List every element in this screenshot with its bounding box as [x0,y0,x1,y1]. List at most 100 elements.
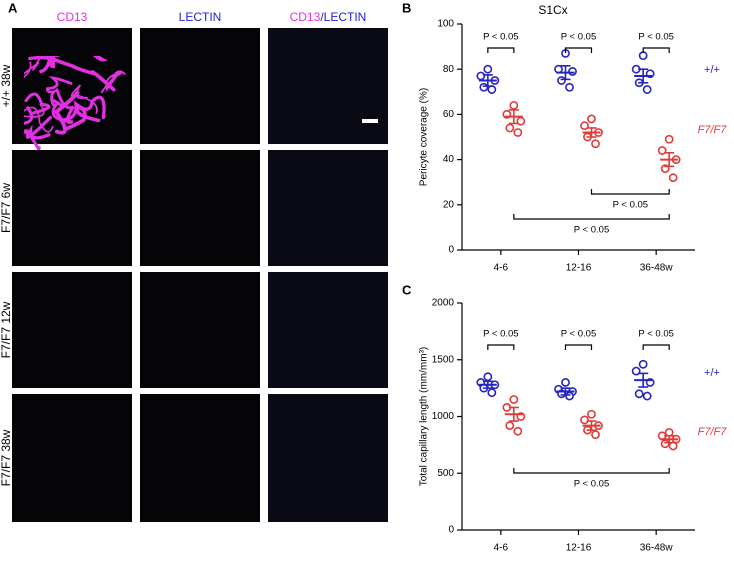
merge-part: /LECTIN [320,10,366,24]
pericyte [100,70,126,94]
column-header: LECTIN [179,10,222,24]
image-tile [268,394,388,522]
data-point [476,71,486,81]
image-tile [140,150,260,266]
p-value: P < 0.05 [638,32,673,43]
pericyte [53,90,80,135]
p-value: P < 0.05 [561,329,596,340]
panel-letter: A [8,0,18,15]
p-value: P < 0.05 [574,479,609,490]
pericyte [0,133,12,154]
panel-letter: C [402,282,412,297]
merge-part: CD13 [290,10,321,24]
x-tick-label: 12-16 [566,263,592,274]
pericyte [59,95,106,122]
image-tile [268,28,388,144]
y-tick-label: 0 [448,525,454,536]
data-point [642,85,652,94]
data-point [561,378,570,387]
y-tick-label: 40 [443,154,455,165]
legend-label: F7/F7 [698,426,728,438]
data-point [479,82,489,92]
p-value: P < 0.05 [574,225,609,236]
p-value: P < 0.05 [561,32,596,43]
data-point [634,389,644,399]
image-tile [12,394,132,522]
pericyte [63,105,101,132]
vessels [0,56,126,167]
chart-title: S1Cx [538,3,567,17]
y-tick-label: 80 [443,64,455,75]
image-tile [268,272,388,388]
y-axis-label: Pericyte coverage (%) [419,88,430,186]
y-tick-label: 60 [443,109,455,120]
x-tick-label: 12-16 [566,543,592,554]
significance-bracket [642,47,670,53]
column-header: CD13 [57,10,88,24]
significance-bracket [642,344,670,350]
y-tick-label: 100 [437,19,454,30]
data-point [487,85,497,94]
data-point [513,426,523,436]
data-point [483,64,493,74]
y-tick-label: 1000 [432,411,455,422]
significance-bracket [564,47,593,53]
data-point [591,139,600,149]
pericyte [28,56,61,69]
pericyte [25,115,53,140]
y-tick-label: 20 [443,199,455,210]
row-label: F7/F7 38w [0,429,13,486]
significance-bracket [487,47,515,53]
data-point [513,128,523,137]
x-tick-label: 36-48w [640,543,674,554]
significance-bracket [513,468,670,474]
image-tile [12,272,132,388]
scale-bar [362,119,378,123]
image-tile [12,150,132,266]
data-point [668,173,678,183]
data-point [505,421,515,430]
data-point [664,134,674,144]
data-point [487,388,497,398]
data-point [587,114,596,124]
data-point [664,427,674,437]
data-point [557,76,566,85]
y-tick-label: 2000 [432,298,455,309]
data-point [638,359,648,369]
legend-label: +/+ [704,367,720,379]
y-tick-label: 1500 [432,354,455,365]
panel-letter: B [402,0,411,15]
pericyte [51,88,75,124]
p-value: P < 0.05 [483,329,518,340]
p-value: P < 0.05 [483,32,518,43]
data-point [505,123,515,133]
significance-bracket [487,344,515,350]
y-tick-label: 500 [437,468,454,479]
data-point [657,146,667,155]
data-point [660,439,670,449]
data-point [580,121,589,131]
data-point [631,366,641,376]
image-tile [268,150,388,266]
data-point [580,415,589,425]
data-point [668,441,678,451]
data-point [509,100,519,110]
pericyte [92,56,109,62]
row-label: F7/F7 12w [0,301,13,358]
significance-bracket [590,189,670,195]
significance-bracket [564,344,593,350]
legend-label: +/+ [704,64,720,76]
x-tick-label: 4-6 [494,543,509,554]
pericyte [24,92,51,115]
data-point [591,430,600,440]
x-tick-label: 36-48w [640,263,674,274]
x-tick-label: 4-6 [494,263,509,274]
image-tile [140,394,260,522]
data-point [483,372,493,382]
data-point [587,409,596,419]
pericyte [24,103,54,133]
image-tile [140,28,260,144]
pericyte [45,76,73,107]
row-label: +/+ 38w [0,64,13,107]
data-point [642,391,652,401]
